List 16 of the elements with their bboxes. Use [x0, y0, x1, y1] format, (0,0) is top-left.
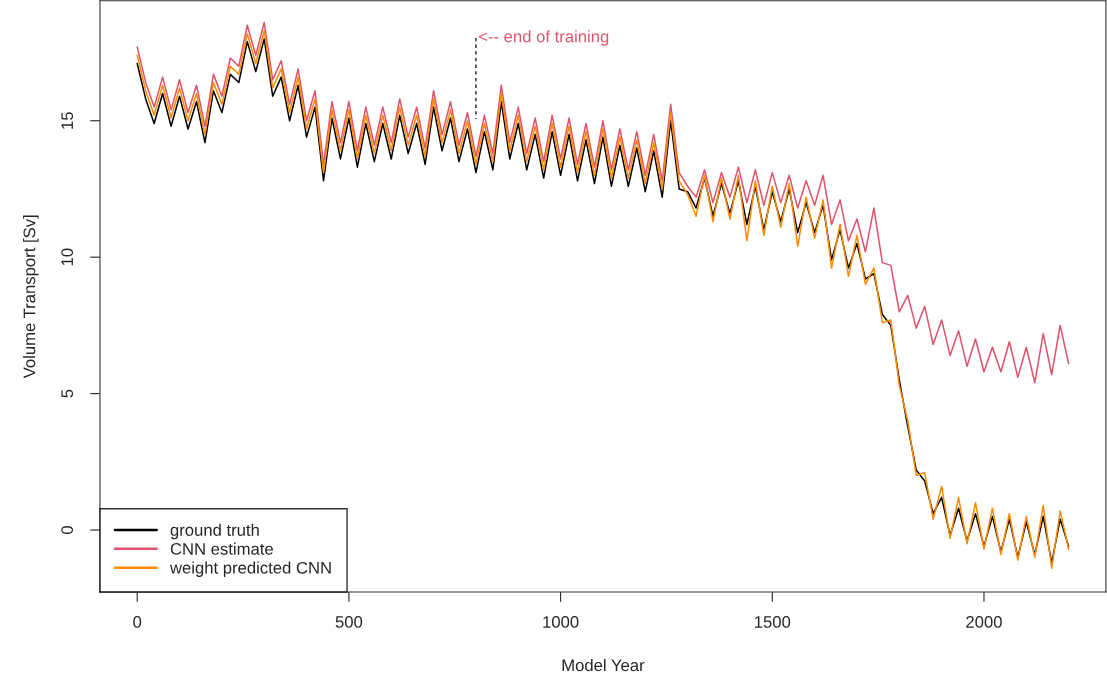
y-tick-label: 5 [61, 389, 74, 398]
x-axis-title: Model Year [562, 658, 645, 672]
y-tick-label: 15 [61, 112, 74, 129]
legend-label: CNN estimate [170, 542, 273, 555]
x-tick-label: 1500 [755, 616, 791, 628]
legend-label: weight predicted CNN [169, 561, 331, 577]
y-tick-label: 0 [61, 526, 74, 535]
line-series [136, 21, 1070, 384]
x-tick-label: 500 [335, 616, 363, 628]
y-axis-title: Volume Transport [Sv] [23, 215, 39, 379]
x-tick-label: 2000 [966, 616, 1002, 628]
x-tick-label: 1000 [543, 616, 579, 628]
legend-label: ground truth [170, 523, 259, 540]
y-tick-label: 10 [61, 248, 74, 266]
annotation: <-- end of training [479, 30, 609, 46]
x-tick-label: 0 [133, 616, 142, 628]
